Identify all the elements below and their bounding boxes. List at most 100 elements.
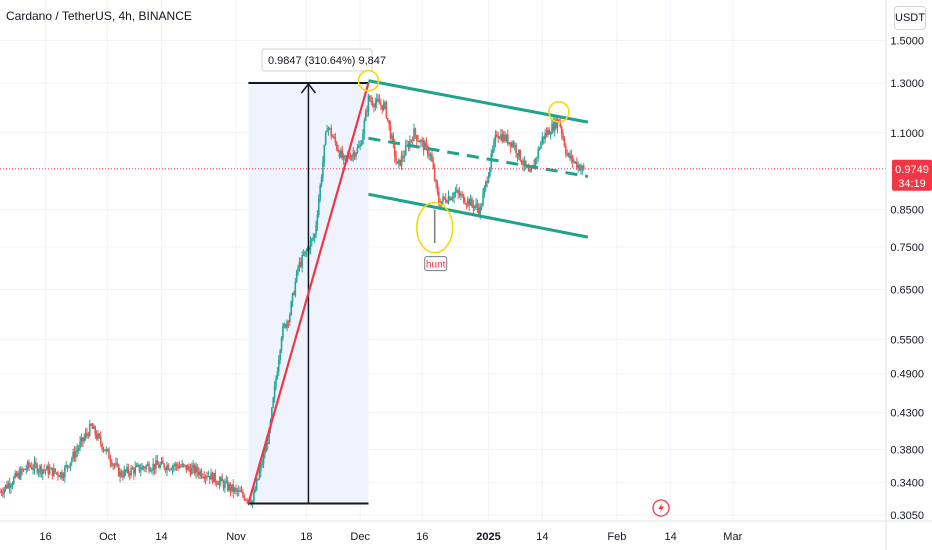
candle-body <box>174 463 177 467</box>
candle-body <box>164 468 167 471</box>
candle-body <box>369 96 371 101</box>
candle-body <box>360 143 363 146</box>
candle-body <box>563 138 566 147</box>
candle-body <box>135 465 138 467</box>
candle-body <box>323 144 326 162</box>
lightning-icon <box>652 499 670 517</box>
candle-body <box>72 451 74 459</box>
candle-body <box>155 460 157 470</box>
candle-body <box>403 155 406 158</box>
candle-body <box>237 490 240 492</box>
candle-body <box>153 463 156 470</box>
candle-body <box>380 104 382 106</box>
candle-body <box>40 465 43 474</box>
candle-body <box>133 469 135 474</box>
candle-body <box>486 181 488 183</box>
candle-body <box>19 469 22 479</box>
measure-arrow-head <box>300 82 317 94</box>
candle-body <box>396 161 399 164</box>
candle-body <box>39 465 41 472</box>
candle-body <box>178 466 181 469</box>
candle-body <box>257 478 259 480</box>
candle-body <box>53 468 55 476</box>
candle-body <box>43 469 45 471</box>
candle-body <box>126 467 128 472</box>
candle-body <box>290 301 292 315</box>
candle-body <box>261 463 263 465</box>
candle-body <box>537 148 539 158</box>
candle-body <box>551 123 553 134</box>
candle-body <box>507 134 509 144</box>
hunt-label-text: hunt <box>426 260 446 271</box>
candle-body <box>462 194 465 203</box>
candle-body <box>502 134 505 142</box>
candle-body <box>581 166 584 169</box>
candle-body <box>145 465 148 469</box>
price-tick-label: 0.3800 <box>890 444 924 456</box>
candle-body <box>14 472 16 478</box>
candle-body <box>287 321 290 323</box>
candle-body <box>195 466 197 474</box>
candle-body <box>240 491 243 493</box>
candle-body <box>262 453 265 464</box>
candle-body <box>363 120 366 134</box>
candle-body <box>231 484 233 491</box>
candle-body <box>163 463 166 469</box>
candle-body <box>253 491 255 501</box>
candle-body <box>185 464 188 471</box>
candle-body <box>432 161 435 169</box>
candle-body <box>93 426 95 429</box>
candle-body <box>429 153 432 156</box>
candle-body <box>203 477 206 479</box>
candle-body <box>341 150 344 159</box>
candle-body <box>50 467 52 470</box>
hunt-highlight-circle <box>415 201 454 254</box>
candle-body <box>313 234 316 238</box>
currency-button[interactable]: USDT <box>894 6 926 30</box>
price-axis[interactable]: 1.5000 1.3000 1.1000 0.8500 0.7500 0.6500 0.55… <box>886 0 932 550</box>
candle-body <box>421 140 424 142</box>
candle-body <box>377 98 379 101</box>
candle-body <box>565 146 567 154</box>
candle-body <box>389 124 392 139</box>
candle-body <box>504 134 506 141</box>
candle-body <box>127 467 130 474</box>
candle-body <box>76 449 79 452</box>
candle-body <box>297 267 299 271</box>
candle-body <box>0 491 3 493</box>
candle-body <box>291 293 294 302</box>
candle-body <box>494 134 497 142</box>
candle-body <box>104 449 106 452</box>
candle-body <box>359 145 361 147</box>
candle-body <box>358 146 360 148</box>
candle-body <box>69 462 72 468</box>
candle-body <box>391 135 393 139</box>
candle-body <box>264 451 266 454</box>
candle-body <box>255 479 258 490</box>
time-tick-label: Nov <box>226 531 246 543</box>
candle-body <box>577 165 580 168</box>
candle-body <box>266 443 269 445</box>
candle-body <box>402 155 404 158</box>
candle-body <box>458 192 461 196</box>
candle-body <box>509 142 512 147</box>
candle-body <box>560 126 563 134</box>
candle-body <box>7 483 10 489</box>
candle-body <box>61 472 63 479</box>
candle-body <box>10 485 12 488</box>
candle-body <box>566 153 568 156</box>
candle-body <box>562 133 564 139</box>
candle-body <box>258 471 261 479</box>
candle-body <box>293 293 295 295</box>
candle-body <box>276 371 279 379</box>
candle-body <box>576 161 578 168</box>
candle-body <box>305 250 308 252</box>
candle-body <box>68 466 70 468</box>
candle-body <box>97 433 99 439</box>
candle-body <box>82 437 84 441</box>
candle-body <box>527 167 530 171</box>
chart-title: Cardano / TetherUS, 4h, BINANCE <box>6 9 192 23</box>
candle-body <box>315 225 317 235</box>
